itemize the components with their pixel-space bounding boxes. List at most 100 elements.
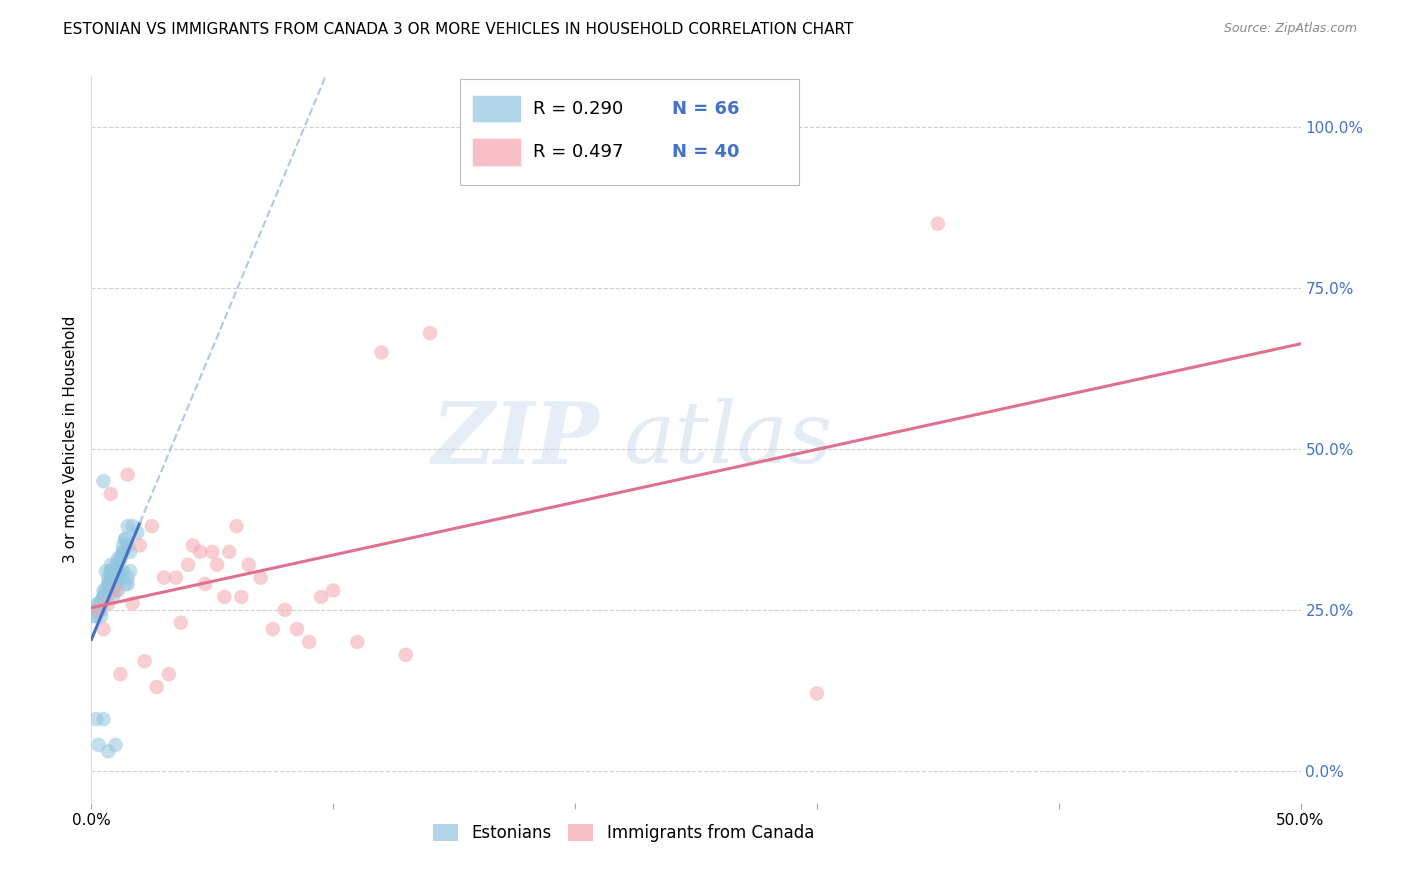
- Point: [93, 474, 115, 488]
- Point: [201, 545, 224, 559]
- Point: [104, 564, 127, 578]
- Point: [90, 596, 112, 610]
- Point: [214, 590, 236, 604]
- Point: [145, 680, 167, 694]
- Point: [114, 532, 136, 546]
- Text: ZIP: ZIP: [432, 398, 599, 481]
- Point: [170, 615, 193, 630]
- Point: [111, 545, 134, 559]
- Point: [107, 558, 129, 572]
- Point: [101, 590, 124, 604]
- Point: [104, 558, 127, 572]
- Point: [93, 590, 115, 604]
- Point: [117, 519, 139, 533]
- Point: [90, 609, 112, 624]
- Point: [97, 577, 120, 591]
- Text: N = 66: N = 66: [672, 100, 740, 118]
- Point: [87, 603, 110, 617]
- Point: [157, 667, 180, 681]
- Point: [90, 603, 112, 617]
- Point: [101, 564, 124, 578]
- Point: [127, 525, 149, 540]
- Point: [110, 667, 132, 681]
- Point: [177, 558, 200, 572]
- Point: [111, 564, 134, 578]
- Point: [298, 635, 321, 649]
- Point: [94, 590, 117, 604]
- Point: [97, 596, 120, 610]
- Point: [87, 738, 110, 752]
- Point: [100, 564, 122, 578]
- Point: [87, 596, 110, 610]
- Point: [121, 596, 143, 610]
- Point: [104, 571, 127, 585]
- Point: [205, 558, 228, 572]
- Text: Source: ZipAtlas.com: Source: ZipAtlas.com: [1223, 22, 1357, 36]
- Point: [419, 326, 441, 340]
- Point: [114, 532, 136, 546]
- Point: [110, 571, 132, 585]
- Text: R = 0.497: R = 0.497: [533, 143, 623, 161]
- Point: [120, 545, 142, 559]
- Point: [94, 564, 117, 578]
- Point: [117, 571, 139, 585]
- Point: [101, 571, 124, 585]
- Point: [322, 583, 344, 598]
- Point: [104, 564, 127, 578]
- Point: [927, 217, 949, 231]
- Point: [93, 583, 115, 598]
- Point: [84, 712, 107, 726]
- Point: [90, 596, 112, 610]
- Point: [120, 564, 142, 578]
- Point: [181, 539, 204, 553]
- Bar: [472, 138, 520, 166]
- Y-axis label: 3 or more Vehicles in Household: 3 or more Vehicles in Household: [62, 316, 77, 563]
- Point: [93, 712, 115, 726]
- Point: [111, 539, 134, 553]
- Point: [93, 590, 115, 604]
- Point: [111, 545, 134, 559]
- Point: [346, 635, 368, 649]
- Point: [262, 622, 284, 636]
- Point: [309, 590, 332, 604]
- Point: [97, 571, 120, 585]
- Point: [285, 622, 308, 636]
- Point: [110, 551, 132, 566]
- Point: [97, 744, 120, 758]
- Point: [104, 571, 127, 585]
- Point: [84, 603, 107, 617]
- Point: [117, 467, 139, 482]
- Point: [107, 583, 129, 598]
- Point: [107, 564, 129, 578]
- Point: [104, 583, 127, 598]
- Point: [101, 571, 124, 585]
- Point: [97, 577, 120, 591]
- Point: [274, 603, 297, 617]
- Point: [100, 558, 122, 572]
- Point: [100, 571, 122, 585]
- Point: [87, 603, 110, 617]
- Text: ESTONIAN VS IMMIGRANTS FROM CANADA 3 OR MORE VEHICLES IN HOUSEHOLD CORRELATION C: ESTONIAN VS IMMIGRANTS FROM CANADA 3 OR …: [63, 22, 853, 37]
- Point: [141, 519, 163, 533]
- Point: [218, 545, 240, 559]
- Point: [117, 539, 139, 553]
- Text: N = 40: N = 40: [672, 143, 740, 161]
- Bar: [472, 95, 520, 122]
- Point: [128, 539, 150, 553]
- Point: [94, 583, 117, 598]
- Point: [93, 590, 115, 604]
- Point: [93, 622, 115, 636]
- Point: [134, 654, 156, 668]
- Point: [121, 519, 143, 533]
- Point: [249, 571, 271, 585]
- Point: [97, 577, 120, 591]
- Point: [83, 609, 105, 624]
- Point: [104, 738, 127, 752]
- Text: atlas: atlas: [623, 398, 832, 481]
- Point: [370, 345, 392, 359]
- Point: [107, 551, 129, 566]
- Point: [238, 558, 260, 572]
- FancyBboxPatch shape: [460, 79, 799, 185]
- Point: [100, 577, 122, 591]
- Point: [110, 551, 132, 566]
